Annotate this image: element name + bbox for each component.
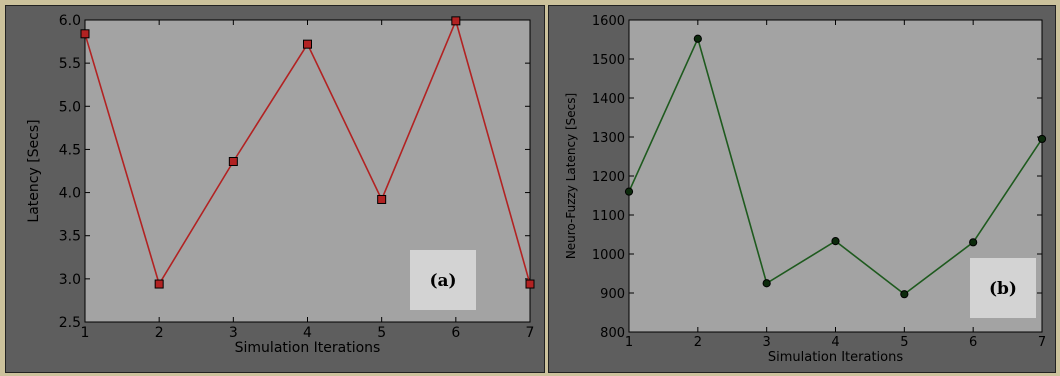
x-tick-label: 4: [303, 325, 312, 341]
data-point: [377, 194, 387, 204]
y-axis-label: Latency [Secs]: [26, 119, 42, 222]
data-point: [1037, 134, 1047, 144]
y-tick-label: 5.5: [59, 56, 81, 72]
data-point: [762, 279, 771, 288]
panel-label-box: [970, 258, 1036, 318]
chart-panel-b-frame: 800 900 1000 1100 1200 1300 1400 1500 1600 1 2 3 4 5 6…: [548, 5, 1056, 373]
chart-a: 2.5 3.0 3.5 4.0 4.5 5.0 5.5 6.0 1 2 3 4 5 6 7 Simulatio…: [6, 6, 544, 372]
data-point: [624, 187, 634, 196]
x-tick-label: 7: [1038, 335, 1046, 350]
y-tick-label: 3.0: [59, 272, 81, 288]
x-tick-label: 6: [969, 335, 977, 350]
y-tick-label: 3.5: [59, 229, 81, 245]
y-tick-label: 5.0: [59, 99, 81, 115]
y-tick-label: 4.0: [59, 186, 81, 202]
x-tick-label: 5: [900, 335, 908, 350]
x-tick-label: 6: [451, 325, 460, 341]
x-tick-label: 1: [625, 335, 633, 350]
y-axis-label: Neuro-Fuzzy Latency [Secs]: [564, 93, 578, 259]
data-point: [831, 237, 840, 246]
y-tick-label: 1400: [592, 92, 625, 107]
data-point: [693, 34, 702, 43]
data-point: [228, 157, 238, 167]
data-point: [80, 29, 90, 39]
data-point: [969, 238, 978, 247]
data-point: [451, 16, 461, 26]
x-tick-label: 2: [155, 325, 164, 341]
y-tick-label: 1100: [592, 209, 625, 224]
data-point: [525, 279, 535, 289]
y-tick-label: 4.5: [59, 142, 81, 158]
x-tick-label: 2: [694, 335, 702, 350]
y-tick-label: 1300: [592, 131, 625, 146]
chart-panel-a-frame: 2.5 3.0 3.5 4.0 4.5 5.0 5.5 6.0 1 2 3 4 5 6 7 Simulatio…: [5, 5, 545, 373]
series-0: [624, 34, 1047, 299]
series-0: [80, 16, 535, 289]
x-tick-label: 5: [377, 325, 386, 341]
panel-label: (b): [989, 279, 1017, 299]
x-tick-label: 7: [526, 325, 535, 341]
chart-b: 800 900 1000 1100 1200 1300 1400 1500 1600 1 2 3 4 5 6…: [549, 6, 1055, 372]
y-tick-label: 1600: [592, 14, 625, 29]
y-tick-label: 1000: [592, 248, 625, 263]
x-tick-label: 4: [831, 335, 839, 350]
data-point: [900, 290, 909, 299]
y-tick-label: 900: [600, 287, 625, 302]
x-axis-label: Simulation Iterations: [768, 350, 904, 365]
y-tick-label: 1200: [592, 170, 625, 185]
panel-label-box: [410, 250, 476, 310]
data-point: [154, 279, 164, 289]
x-tick-label: 3: [763, 335, 771, 350]
x-tick-label: 3: [229, 325, 238, 341]
data-point: [303, 39, 312, 49]
y-tick-label: 6.0: [59, 13, 81, 29]
y-tick-label: 1500: [592, 53, 625, 68]
x-tick-label: 1: [81, 325, 90, 341]
x-axis-label: Simulation Iterations: [235, 340, 381, 356]
panel-label: (a): [429, 271, 456, 291]
y-tick-label: 2.5: [59, 315, 81, 331]
y-tick-label: 800: [600, 326, 625, 341]
